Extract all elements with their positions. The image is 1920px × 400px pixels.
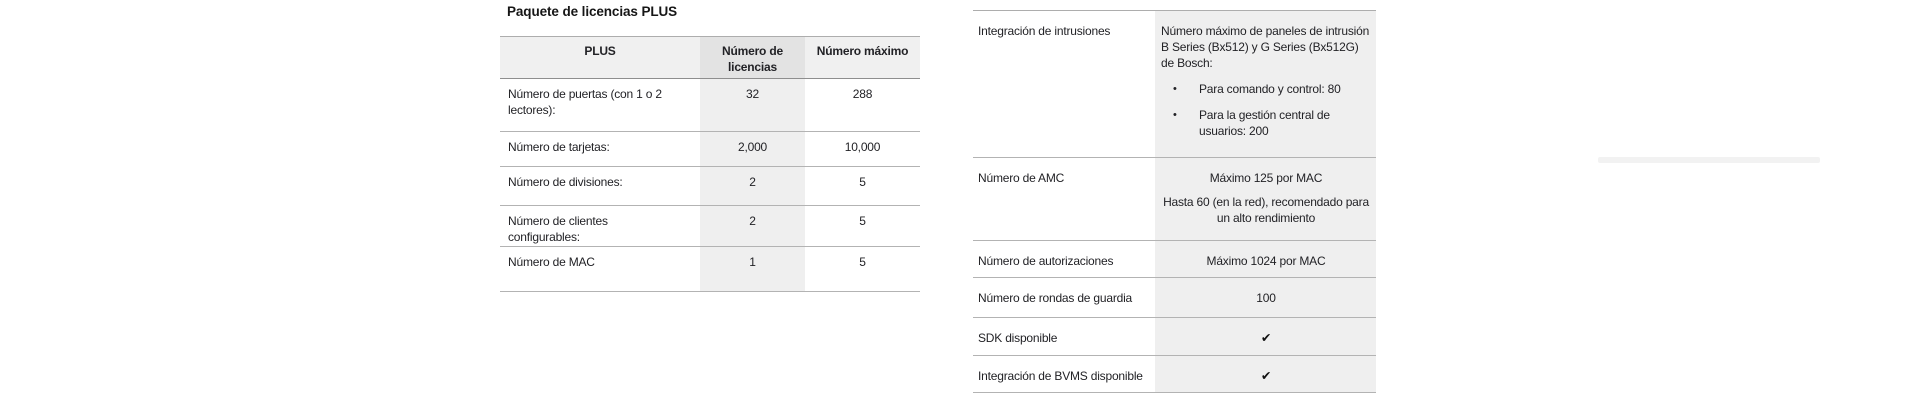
row-label: Número de puertas (con 1 o 2 lectores): bbox=[508, 87, 662, 117]
bullet-text: Para la gestión central de usuarios: 200 bbox=[1199, 108, 1330, 138]
table-row: Número de MAC 1 5 bbox=[500, 246, 920, 292]
row-label: Número de divisiones: bbox=[508, 175, 623, 189]
spec-value: Máximo 125 por MAC Hasta 60 (en la red),… bbox=[1155, 157, 1376, 241]
spec-value-line: Máximo 125 por MAC bbox=[1209, 171, 1323, 185]
spec-table: Integración de intrusiones Número máximo… bbox=[973, 10, 1376, 393]
bullet-icon: • bbox=[1173, 109, 1177, 121]
spec-value: Número máximo de paneles de intrusión B … bbox=[1155, 10, 1376, 158]
plus-license-table: PLUS Número de licencias Número máximo N… bbox=[500, 36, 920, 292]
table-row: Número de clientes configurables: 2 5 bbox=[500, 205, 920, 247]
row-label: Número de clientes configurables: bbox=[508, 214, 608, 244]
spec-label: Integración de BVMS disponible bbox=[978, 369, 1143, 383]
bullet-item: • Para comando y control: 80 bbox=[1161, 81, 1371, 97]
plus-table-title: Paquete de licencias PLUS bbox=[507, 4, 678, 19]
spec-label: Número de AMC bbox=[978, 171, 1065, 185]
row-max-value: 5 bbox=[859, 175, 866, 189]
column-header-licenses: Número de licencias bbox=[700, 36, 805, 79]
table-row: Integración de intrusiones Número máximo… bbox=[973, 10, 1376, 158]
column-header-max: Número máximo bbox=[805, 36, 920, 79]
spec-value: ✔ bbox=[1155, 355, 1376, 393]
column-header-plus: PLUS bbox=[500, 36, 700, 79]
table-row: Número de puertas (con 1 o 2 lectores): … bbox=[500, 78, 920, 132]
row-max-value: 5 bbox=[859, 255, 866, 269]
table-row: Número de autorizaciones Máximo 1024 por… bbox=[973, 240, 1376, 278]
row-licenses-value: 1 bbox=[700, 246, 805, 292]
row-max-value: 10,000 bbox=[844, 140, 881, 154]
spec-value: 100 bbox=[1155, 277, 1376, 318]
bullet-text: Para comando y control: 80 bbox=[1199, 82, 1341, 96]
spec-value: Máximo 1024 por MAC bbox=[1155, 240, 1376, 278]
table-row: SDK disponible ✔ bbox=[973, 317, 1376, 356]
table-row: Número de tarjetas: 2,000 10,000 bbox=[500, 131, 920, 167]
table-row: Número de divisiones: 2 5 bbox=[500, 166, 920, 206]
plus-table-header-row: PLUS Número de licencias Número máximo bbox=[500, 36, 920, 79]
row-label: Número de MAC bbox=[508, 255, 595, 269]
row-licenses-value: 2,000 bbox=[700, 131, 805, 167]
spec-value-intro: Número máximo de paneles de intrusión B … bbox=[1161, 24, 1370, 70]
checkmark-icon: ✔ bbox=[1260, 369, 1272, 383]
bullet-item: • Para la gestión central de usuarios: 2… bbox=[1161, 107, 1371, 139]
row-max-value: 288 bbox=[852, 87, 873, 101]
spec-label: SDK disponible bbox=[978, 331, 1058, 345]
row-licenses-value: 2 bbox=[700, 205, 805, 247]
row-licenses-value: 2 bbox=[700, 166, 805, 206]
bullet-icon: • bbox=[1173, 83, 1177, 95]
table-row: Número de rondas de guardia 100 bbox=[973, 277, 1376, 318]
spec-value: ✔ bbox=[1155, 317, 1376, 356]
row-max-value: 5 bbox=[859, 214, 866, 228]
checkmark-icon: ✔ bbox=[1260, 331, 1272, 345]
table-row: Número de AMC Máximo 125 por MAC Hasta 6… bbox=[973, 157, 1376, 241]
row-label: Número de tarjetas: bbox=[508, 140, 610, 154]
table-row: Integración de BVMS disponible ✔ bbox=[973, 355, 1376, 393]
faint-divider-artifact bbox=[1598, 157, 1820, 163]
row-licenses-value: 32 bbox=[700, 78, 805, 132]
spec-value-line: Hasta 60 (en la red), recomendado para u… bbox=[1163, 195, 1369, 225]
spec-label: Número de autorizaciones bbox=[978, 254, 1114, 268]
spec-label: Integración de intrusiones bbox=[978, 24, 1111, 38]
spec-label: Número de rondas de guardia bbox=[978, 291, 1133, 305]
